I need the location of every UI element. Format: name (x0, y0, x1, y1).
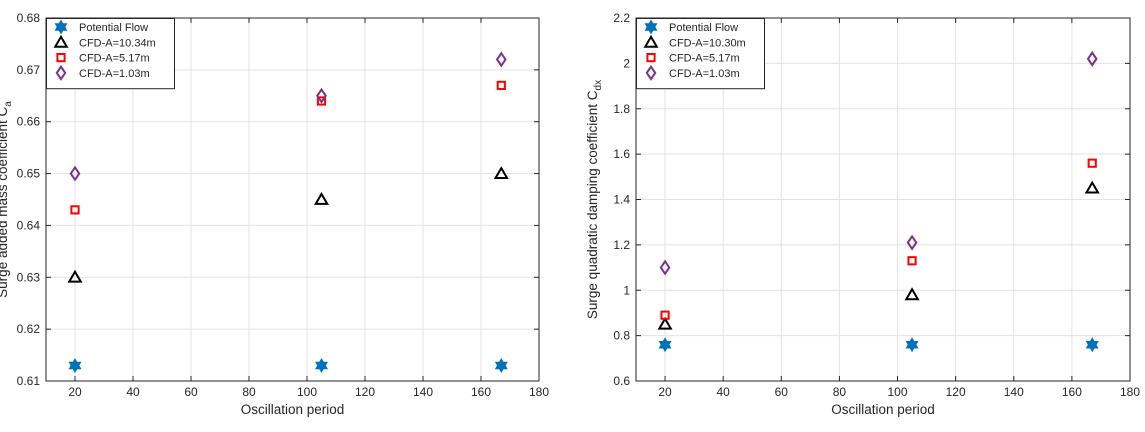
legend-marker (643, 34, 659, 48)
y-tick-label: 0.66 (17, 115, 41, 129)
data-point (657, 316, 673, 330)
x-tick-label: 100 (297, 385, 317, 399)
legend-marker (646, 53, 656, 63)
data-point (494, 357, 508, 373)
legend-label: CFD-A=5.17m (669, 53, 740, 65)
axes-frame (45, 17, 540, 382)
data-point (313, 192, 330, 205)
data-point (68, 357, 82, 373)
x-tick-label: 140 (413, 385, 433, 399)
legend: Potential Flow CFD-A=10.34m CFD-A=5.17m CFD… (46, 18, 175, 90)
series-4 (69, 51, 507, 182)
series-4 (659, 50, 1098, 276)
data-point (315, 357, 328, 373)
chart-panel-1: 20 40 60 80 100 120 140 160 180 0.61 0.62 0.63 0.64 0… (0, 11, 549, 417)
y-tick-label: 0.63 (17, 270, 41, 284)
series-3 (70, 80, 506, 215)
legend-marker (644, 19, 658, 35)
data-point (1085, 337, 1099, 353)
data-point (905, 337, 919, 353)
y-tick-label: 0.6 (613, 374, 630, 388)
data-point (907, 256, 917, 266)
legend-label: CFD-A=10.34m (79, 37, 156, 49)
series-1 (658, 337, 1099, 353)
data-point (495, 51, 507, 68)
legend-box (46, 18, 175, 90)
y-tick-label: 1 (623, 283, 630, 297)
x-tick-label: 160 (1062, 385, 1082, 399)
data-point (316, 96, 327, 106)
legend-label: CFD-A=5.17m (79, 53, 150, 65)
legend-label: CFD-A=10.30m (669, 37, 746, 49)
x-tick-label: 20 (658, 385, 672, 399)
x-tick-label: 100 (888, 385, 908, 399)
y-tick-label: 0.67 (17, 63, 41, 77)
series-1 (68, 357, 508, 373)
x-axis-title: Oscillation period (831, 402, 935, 417)
x-tick-label: 120 (355, 385, 375, 399)
data-point (69, 165, 81, 182)
x-tick-label: 20 (68, 385, 82, 399)
data-point (1084, 180, 1100, 194)
legend-box (636, 18, 765, 90)
data-point (658, 337, 672, 353)
chart-panel-2: 20 40 60 80 100 120 140 160 180 0.6 0.8 1 1.2 1.4 1.6 1… (585, 11, 1140, 417)
series-3 (660, 158, 1097, 320)
data-point (1086, 50, 1098, 67)
legend-marker (56, 53, 66, 63)
x-tick-label: 80 (833, 385, 847, 399)
data-point (493, 166, 509, 179)
data-point (659, 259, 671, 276)
legend-label: Potential Flow (79, 22, 148, 34)
x-tick-label: 60 (775, 385, 789, 399)
x-tick-label: 40 (716, 385, 730, 399)
y-tick-label: 0.8 (613, 329, 630, 343)
data-point (1087, 158, 1097, 168)
x-axis-title: Oscillation period (241, 402, 345, 417)
y-tick-label: 0.68 (17, 11, 41, 25)
legend-label: Potential Flow (669, 22, 738, 34)
y-tick-label: 0.62 (17, 322, 41, 336)
y-tick-label: 1.6 (613, 147, 630, 161)
y-axis-title: Surge added mass coefficient Ca (0, 101, 14, 298)
legend-marker (645, 64, 657, 81)
legend-marker (54, 19, 68, 35)
x-tick-label: 180 (1120, 385, 1140, 399)
data-point (496, 80, 506, 91)
y-tick-label: 2.2 (613, 11, 630, 25)
x-tick-label: 80 (242, 385, 256, 399)
data-point (660, 310, 670, 320)
x-tick-label: 120 (946, 385, 966, 399)
legend-label: CFD-A=1.03m (79, 68, 150, 80)
legend-marker (53, 34, 69, 48)
series-2 (67, 166, 509, 283)
data-point (67, 269, 83, 283)
x-tick-label: 140 (1004, 385, 1024, 399)
data-point (316, 87, 327, 104)
y-tick-label: 1.4 (613, 193, 630, 207)
legend: Potential Flow CFD-A=10.30m CFD-A=5.17m CFD… (636, 18, 765, 90)
y-tick-label: 1.8 (613, 102, 630, 116)
legend-marker (55, 64, 67, 81)
y-tick-label: 0.64 (17, 218, 41, 232)
x-tick-label: 60 (184, 385, 198, 399)
y-tick-label: 2 (623, 56, 630, 70)
series-2 (657, 180, 1100, 330)
data-point (904, 287, 920, 301)
y-tick-label: 1.2 (613, 238, 630, 252)
y-axis-title: Surge quadratic damping coefficient Cdx (585, 80, 604, 319)
x-tick-label: 40 (126, 385, 140, 399)
x-tick-label: 180 (529, 385, 549, 399)
data-point (70, 205, 80, 215)
y-tick-label: 0.65 (17, 167, 41, 181)
data-point (906, 234, 918, 251)
x-tick-label: 160 (471, 385, 491, 399)
legend-label: CFD-A=1.03m (669, 68, 740, 80)
y-tick-label: 0.61 (17, 374, 41, 388)
